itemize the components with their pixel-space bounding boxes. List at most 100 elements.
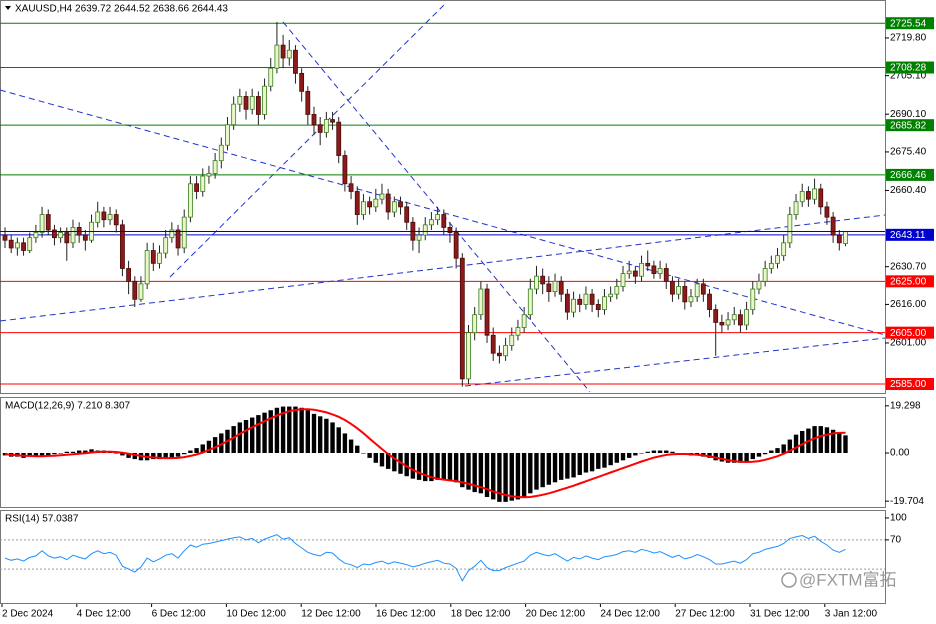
x-tick-label: 12 Dec 12:00 <box>301 609 361 620</box>
macd-bar <box>243 419 249 453</box>
candle-body <box>651 265 657 275</box>
candle-body <box>194 183 199 192</box>
macd-bar <box>373 452 378 463</box>
macd-bar <box>571 452 576 478</box>
macd-bar <box>348 439 354 453</box>
macd-bar <box>478 452 484 494</box>
macd-bar <box>163 452 168 458</box>
macd-bar <box>824 427 830 453</box>
candle-body <box>484 288 490 336</box>
menu-arrow[interactable] <box>5 6 11 10</box>
level-label-bg <box>886 228 934 241</box>
candle-body <box>379 193 385 200</box>
macd-bar <box>151 452 156 460</box>
macd-bar <box>472 452 477 493</box>
rsi-title: RSI(14) 57.0387 <box>5 514 79 525</box>
candle-body <box>645 262 651 267</box>
candle-body <box>218 144 224 162</box>
candle-body <box>367 201 373 208</box>
candle-body <box>546 283 552 292</box>
macd-bar <box>237 422 243 453</box>
macd-bar <box>194 448 199 453</box>
candle-body <box>181 216 187 249</box>
candle-body <box>812 188 817 200</box>
candle-body <box>676 286 682 295</box>
macd-bar <box>416 452 422 480</box>
candle-body <box>564 293 570 313</box>
candle-body <box>373 198 379 208</box>
x-tick-label: 16 Dec 12:00 <box>376 609 436 620</box>
candle-body <box>595 304 601 310</box>
macd-bar <box>361 452 366 454</box>
macd-bar <box>404 452 409 477</box>
macd-bar <box>565 452 570 479</box>
macd-bar <box>775 448 780 453</box>
candle-body <box>255 96 261 115</box>
x-tick-label: 31 Dec 12:00 <box>750 609 810 620</box>
y-tick-label: 2690.10 <box>890 109 927 120</box>
candle-body <box>157 252 162 264</box>
macd-bar <box>596 452 601 469</box>
macd-bar <box>367 452 372 458</box>
price-panel-frame <box>0 0 886 394</box>
macd-bar <box>762 452 768 455</box>
macd-bar <box>287 406 292 453</box>
candle-body <box>713 309 719 323</box>
candle-body <box>361 201 366 215</box>
macd-signal-line <box>4 408 846 499</box>
candle-body <box>323 119 329 133</box>
candle-body <box>8 239 14 249</box>
candle-body <box>663 268 669 282</box>
macd-bar <box>64 451 69 453</box>
candle-body <box>571 298 576 313</box>
candle-body <box>39 214 45 233</box>
candle-body <box>552 280 558 292</box>
candle-body <box>614 286 620 295</box>
candle-body <box>101 211 107 221</box>
candle-body <box>354 191 360 215</box>
macd-bar <box>330 422 335 453</box>
candle-body <box>144 250 150 285</box>
y-tick-label: -19.704 <box>890 496 924 507</box>
macd-bar <box>620 452 626 461</box>
candle-body <box>787 214 793 244</box>
candle-body <box>416 234 422 241</box>
candle-body <box>231 103 237 126</box>
candle-body <box>280 44 286 59</box>
macd-bar <box>52 452 57 455</box>
candle-body <box>21 242 26 251</box>
candle-body <box>45 214 51 231</box>
watermark-logo <box>781 572 797 588</box>
candle-body <box>775 255 780 264</box>
macd-bar <box>589 452 595 472</box>
candle-body <box>138 283 144 300</box>
macd-bar <box>744 452 749 462</box>
x-tick-label: 27 Dec 12:00 <box>675 609 735 620</box>
candle-body <box>317 124 323 133</box>
candle-body <box>169 229 175 239</box>
macd-bar <box>169 452 175 458</box>
x-tick-label: 20 Dec 12:00 <box>526 609 586 620</box>
candles <box>2 22 848 387</box>
macd-bar <box>509 452 514 501</box>
macd-bar <box>602 452 607 468</box>
level-label: 2725.54 <box>890 18 927 29</box>
candle-body <box>509 334 515 346</box>
y-tick-label: 2616.00 <box>890 299 927 310</box>
candle-body <box>447 227 453 233</box>
macd-bar <box>812 426 817 453</box>
macd-bar <box>219 433 224 453</box>
candle-body <box>82 234 88 241</box>
candle-body <box>2 234 8 241</box>
macd-bar <box>787 439 793 453</box>
level-label: 2685.82 <box>890 120 927 131</box>
macd-bar <box>453 452 459 483</box>
candle-body <box>725 319 731 326</box>
macd-bar <box>58 452 63 454</box>
macd-bar <box>552 452 558 483</box>
candle-body <box>243 96 249 110</box>
candle-body <box>187 183 193 218</box>
macd-bar <box>651 450 657 453</box>
